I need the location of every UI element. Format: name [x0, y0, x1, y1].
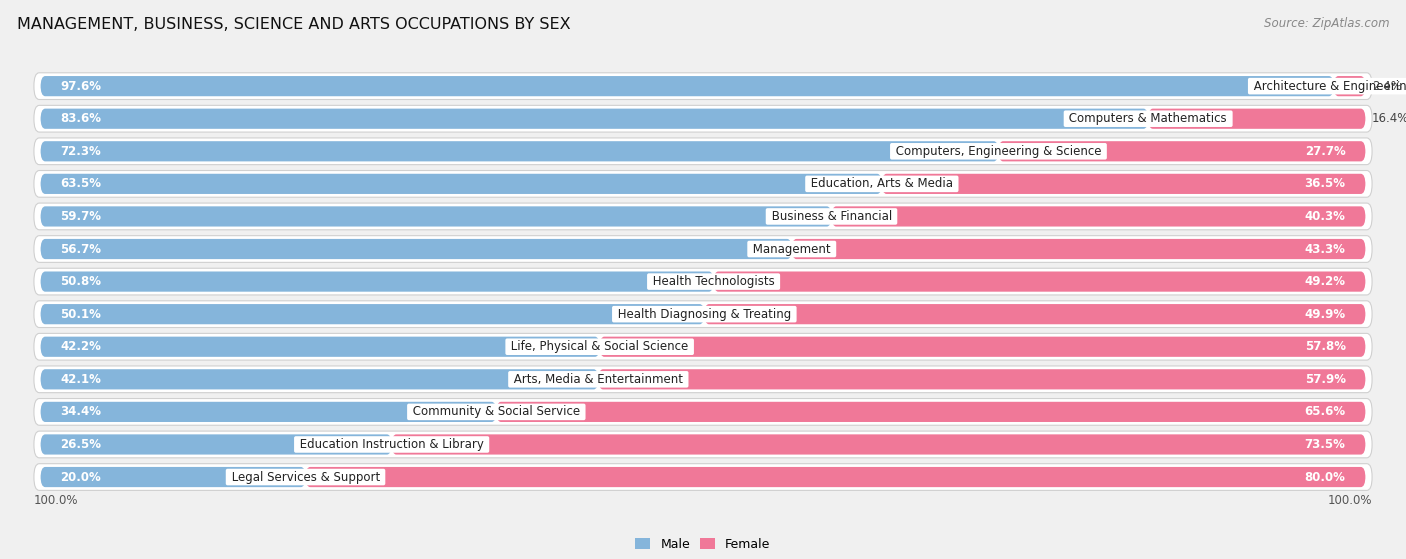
FancyBboxPatch shape	[1149, 108, 1365, 129]
FancyBboxPatch shape	[34, 301, 1372, 328]
Text: 72.3%: 72.3%	[60, 145, 101, 158]
FancyBboxPatch shape	[882, 174, 1365, 194]
Text: 63.5%: 63.5%	[60, 177, 101, 191]
FancyBboxPatch shape	[496, 402, 1365, 422]
Text: Life, Physical & Social Science: Life, Physical & Social Science	[508, 340, 692, 353]
Text: Computers, Engineering & Science: Computers, Engineering & Science	[891, 145, 1105, 158]
Text: 16.4%: 16.4%	[1372, 112, 1406, 125]
FancyBboxPatch shape	[305, 467, 1365, 487]
Text: Architecture & Engineering: Architecture & Engineering	[1250, 79, 1406, 93]
FancyBboxPatch shape	[41, 141, 998, 162]
FancyBboxPatch shape	[714, 272, 1365, 292]
FancyBboxPatch shape	[41, 272, 714, 292]
FancyBboxPatch shape	[998, 141, 1365, 162]
Text: 50.8%: 50.8%	[60, 275, 101, 288]
Text: 20.0%: 20.0%	[60, 471, 101, 484]
Text: 65.6%: 65.6%	[1305, 405, 1346, 418]
Text: 2.4%: 2.4%	[1372, 79, 1402, 93]
Text: Source: ZipAtlas.com: Source: ZipAtlas.com	[1264, 17, 1389, 30]
Text: 100.0%: 100.0%	[1327, 494, 1372, 507]
FancyBboxPatch shape	[41, 108, 1149, 129]
Legend: Male, Female: Male, Female	[630, 533, 776, 556]
Text: 80.0%: 80.0%	[1305, 471, 1346, 484]
FancyBboxPatch shape	[34, 236, 1372, 262]
Text: MANAGEMENT, BUSINESS, SCIENCE AND ARTS OCCUPATIONS BY SEX: MANAGEMENT, BUSINESS, SCIENCE AND ARTS O…	[17, 17, 571, 32]
Text: 36.5%: 36.5%	[1305, 177, 1346, 191]
FancyBboxPatch shape	[600, 337, 1365, 357]
Text: 49.9%: 49.9%	[1305, 307, 1346, 321]
Text: Arts, Media & Entertainment: Arts, Media & Entertainment	[510, 373, 686, 386]
Text: 57.8%: 57.8%	[1305, 340, 1346, 353]
Text: 49.2%: 49.2%	[1305, 275, 1346, 288]
FancyBboxPatch shape	[34, 203, 1372, 230]
FancyBboxPatch shape	[34, 73, 1372, 100]
Text: Health Diagnosing & Treating: Health Diagnosing & Treating	[614, 307, 794, 321]
FancyBboxPatch shape	[34, 463, 1372, 490]
Text: 97.6%: 97.6%	[60, 79, 101, 93]
FancyBboxPatch shape	[831, 206, 1365, 226]
Text: 56.7%: 56.7%	[60, 243, 101, 255]
Text: 83.6%: 83.6%	[60, 112, 101, 125]
Text: 50.1%: 50.1%	[60, 307, 101, 321]
Text: Education Instruction & Library: Education Instruction & Library	[295, 438, 488, 451]
FancyBboxPatch shape	[41, 76, 1334, 96]
FancyBboxPatch shape	[1334, 76, 1365, 96]
FancyBboxPatch shape	[34, 105, 1372, 132]
FancyBboxPatch shape	[392, 434, 1365, 454]
Text: Community & Social Service: Community & Social Service	[409, 405, 583, 418]
Text: 34.4%: 34.4%	[60, 405, 101, 418]
FancyBboxPatch shape	[41, 239, 792, 259]
Text: 42.2%: 42.2%	[60, 340, 101, 353]
FancyBboxPatch shape	[41, 402, 496, 422]
Text: 57.9%: 57.9%	[1305, 373, 1346, 386]
Text: 26.5%: 26.5%	[60, 438, 101, 451]
Text: 27.7%: 27.7%	[1305, 145, 1346, 158]
Text: Computers & Mathematics: Computers & Mathematics	[1066, 112, 1230, 125]
FancyBboxPatch shape	[41, 467, 305, 487]
FancyBboxPatch shape	[41, 434, 392, 454]
FancyBboxPatch shape	[41, 337, 600, 357]
Text: Health Technologists: Health Technologists	[648, 275, 779, 288]
FancyBboxPatch shape	[34, 431, 1372, 458]
FancyBboxPatch shape	[41, 174, 882, 194]
FancyBboxPatch shape	[704, 304, 1365, 324]
FancyBboxPatch shape	[599, 369, 1365, 390]
FancyBboxPatch shape	[41, 369, 599, 390]
Text: 40.3%: 40.3%	[1305, 210, 1346, 223]
Text: 43.3%: 43.3%	[1305, 243, 1346, 255]
FancyBboxPatch shape	[34, 366, 1372, 392]
Text: 100.0%: 100.0%	[34, 494, 79, 507]
Text: 59.7%: 59.7%	[60, 210, 101, 223]
FancyBboxPatch shape	[792, 239, 1365, 259]
Text: Legal Services & Support: Legal Services & Support	[228, 471, 384, 484]
FancyBboxPatch shape	[41, 304, 704, 324]
FancyBboxPatch shape	[34, 138, 1372, 165]
Text: Business & Financial: Business & Financial	[768, 210, 896, 223]
FancyBboxPatch shape	[41, 206, 831, 226]
Text: 73.5%: 73.5%	[1305, 438, 1346, 451]
FancyBboxPatch shape	[34, 333, 1372, 360]
Text: Management: Management	[749, 243, 834, 255]
Text: Education, Arts & Media: Education, Arts & Media	[807, 177, 956, 191]
FancyBboxPatch shape	[34, 268, 1372, 295]
FancyBboxPatch shape	[34, 170, 1372, 197]
FancyBboxPatch shape	[34, 399, 1372, 425]
Text: 42.1%: 42.1%	[60, 373, 101, 386]
